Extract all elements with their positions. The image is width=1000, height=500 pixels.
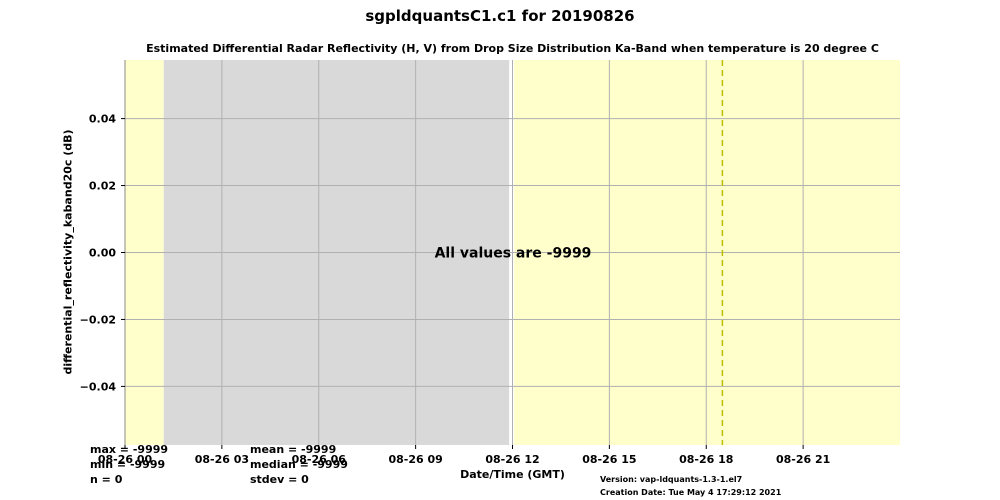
x-tick-label-7: 08-26 21 — [776, 453, 830, 466]
stat-max: max = -9999 — [90, 443, 169, 456]
y-tick-label-4: −0.04 — [80, 380, 117, 393]
x-tick-label-0: 08-26 00 — [98, 453, 153, 466]
footer: Version: vap-ldquants-1.3-1.el7 Creation… — [600, 473, 781, 499]
y-tick-label-2: 0.00 — [89, 247, 116, 260]
x-tick-label-5: 08-26 15 — [582, 453, 636, 466]
footer-creation-date: Creation Date: Tue May 4 17:29:12 2021 — [600, 488, 782, 497]
footer-version: Version: vap-ldquants-1.3-1.el7 — [600, 475, 743, 484]
x-tick-label-3: 08-26 09 — [388, 453, 442, 466]
chart-title: sgpldquantsC1.c1 for 20190826 — [365, 7, 635, 25]
y-tick-label-0: 0.04 — [89, 113, 116, 126]
stat-mean: mean = -9999 — [250, 443, 337, 456]
stat-n: n = 0 — [90, 473, 123, 486]
x-axis-label: Date/Time (GMT) — [460, 468, 565, 481]
y-tick-label-1: 0.02 — [89, 180, 116, 193]
stats-left: max = -9999 min = -9999 n = 0 — [90, 442, 168, 487]
x-tick-label-4: 08-26 12 — [485, 453, 539, 466]
stat-stdev: stdev = 0 — [250, 473, 309, 486]
x-tick-label-1: 08-26 03 — [195, 453, 249, 466]
chart-subtitle: Estimated Differential Radar Reflectivit… — [146, 42, 879, 55]
y-axis-label: differential_reflectivity_kaband20c (dB) — [61, 129, 75, 375]
x-tick-label-6: 08-26 18 — [679, 453, 733, 466]
stat-median: median = -9999 — [250, 458, 348, 471]
no-data-annotation: All values are -9999 — [435, 246, 592, 262]
x-tick-label-2: 08-26 06 — [292, 453, 347, 466]
stat-min: min = -9999 — [90, 458, 166, 471]
y-tick-label-3: −0.02 — [80, 313, 116, 326]
stats-right: mean = -9999 median = -9999 stdev = 0 — [250, 442, 348, 487]
